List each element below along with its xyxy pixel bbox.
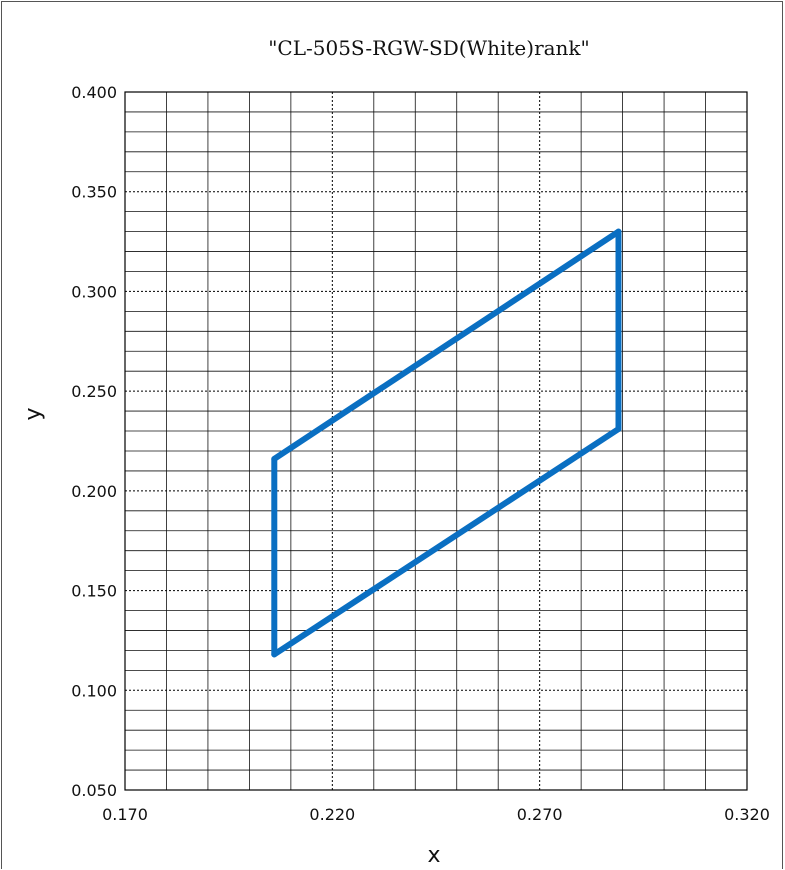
plot-area	[124, 91, 748, 791]
series-point	[615, 228, 622, 235]
y-tick-label: 0.350	[71, 183, 117, 202]
y-tick-label: 0.400	[71, 83, 117, 102]
x-axis-label: x	[427, 843, 440, 868]
series-point	[271, 455, 278, 462]
y-tick-label: 0.050	[71, 781, 117, 800]
series-point	[271, 651, 278, 658]
y-tick-label: 0.200	[71, 482, 117, 501]
y-tick-label: 0.150	[71, 582, 117, 601]
major-grid	[125, 92, 747, 790]
x-tick-label: 0.270	[517, 805, 563, 824]
series-point	[615, 426, 622, 433]
y-tick-label: 0.250	[71, 382, 117, 401]
x-axis-ticks: 0.170 0.220 0.270 0.320	[102, 805, 770, 824]
y-tick-label: 0.300	[71, 282, 117, 301]
y-axis-label: y	[21, 407, 46, 420]
minor-grid	[125, 92, 747, 790]
chart-title: "CL-505S-RGW-SD(White)rank"	[268, 36, 590, 60]
y-tick-label: 0.100	[71, 681, 117, 700]
y-axis-ticks: 0.400 0.350 0.300 0.250 0.200 0.150 0.100 0.050	[71, 83, 117, 800]
x-tick-label: 0.170	[102, 805, 148, 824]
series-layer	[271, 228, 622, 658]
x-tick-label: 0.320	[724, 805, 770, 824]
x-tick-label: 0.220	[309, 805, 355, 824]
